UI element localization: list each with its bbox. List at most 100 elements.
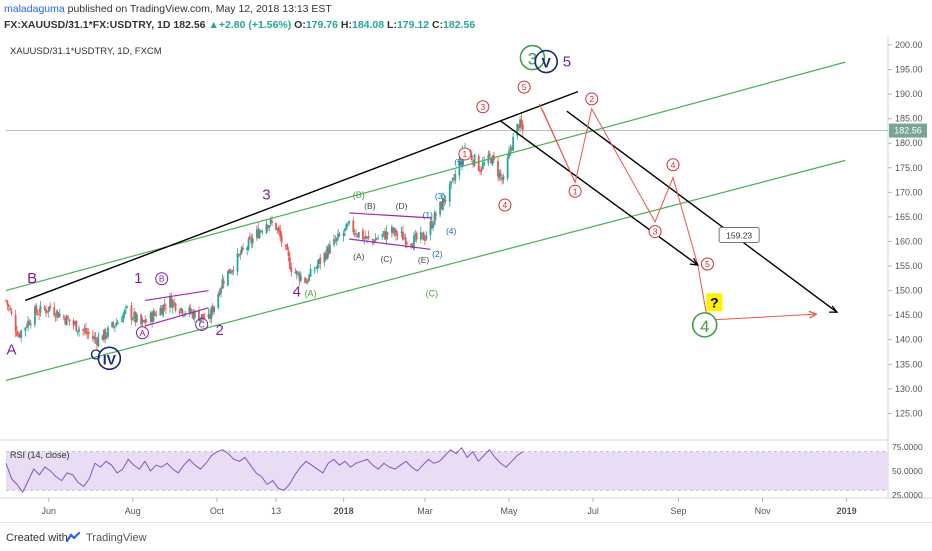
wave-label: 2: [215, 322, 223, 339]
price-tick-label: 130.00: [895, 384, 923, 394]
candle-body: [300, 276, 302, 281]
candle-body: [62, 315, 65, 318]
candle-body: [113, 326, 116, 328]
candle-body: [120, 321, 123, 322]
candle-body: [87, 331, 90, 335]
chart-header: maladaguma published on TradingView.com,…: [0, 0, 932, 36]
candle-body: [440, 201, 443, 210]
low-value: 179.12: [396, 19, 430, 31]
candle-body: [279, 230, 282, 237]
candle-body: [97, 336, 100, 347]
price-tick-label: 170.00: [895, 187, 923, 197]
candle-body: [290, 267, 293, 273]
candle-body: [246, 247, 249, 251]
candle-body: [294, 271, 297, 274]
wave-circle: [476, 100, 490, 114]
candle-body: [459, 161, 462, 165]
candle-body: [326, 246, 329, 260]
triangle-line[interactable]: [349, 238, 431, 250]
candle-body: [173, 302, 176, 303]
candle-body: [519, 119, 521, 128]
projection-line[interactable]: [541, 108, 576, 183]
arrowhead-icon: [689, 257, 700, 266]
candle-body: [76, 330, 79, 333]
candle-body: [315, 267, 317, 269]
candle-body: [200, 314, 203, 319]
rsi-line: [5, 446, 524, 494]
candle-body: [202, 313, 204, 319]
wave-label: 3: [262, 187, 270, 204]
wave-label: 1: [134, 270, 142, 287]
candle-body: [68, 318, 71, 322]
candle-body: [362, 230, 364, 240]
candle-body: [57, 312, 60, 318]
candle-body: [269, 219, 272, 224]
price-tick-label: 195.00: [895, 64, 923, 74]
projection-line[interactable]: [538, 103, 817, 321]
candle-body: [247, 238, 250, 250]
candle-body: [20, 330, 23, 338]
candle-body: [386, 232, 389, 235]
candle-body: [207, 314, 210, 318]
candle-body: [198, 310, 200, 321]
candle-body: [444, 200, 447, 202]
candle-body: [317, 259, 320, 265]
candle-body: [199, 317, 202, 322]
wedge-line[interactable]: [145, 307, 209, 327]
price-chart[interactable]: 125.00 130.00 135.00 140.00 145.00 150.00 155.…: [0, 36, 932, 522]
candle-body: [396, 234, 399, 236]
wave-label: 2: [589, 94, 594, 104]
candle-body: [260, 230, 262, 232]
candle-body: [170, 296, 173, 308]
time-tick-label: May: [501, 506, 519, 516]
trendline-line[interactable]: [25, 90, 579, 302]
trendline-line[interactable]: [500, 120, 699, 266]
wave-label: 4: [503, 200, 508, 210]
candle-body: [422, 232, 425, 241]
candle-body: [377, 238, 379, 239]
candle-body: [309, 268, 312, 277]
candle-body: [193, 310, 196, 318]
price-tick-label: 155.00: [895, 261, 923, 271]
candle-body: [39, 305, 42, 313]
price-callout-label: 159.23: [726, 231, 752, 241]
candle-body: [54, 316, 57, 318]
candle-body: [231, 270, 233, 273]
triangle-line[interactable]: [349, 212, 431, 219]
candle-body: [454, 173, 457, 181]
author-link[interactable]: maladaguma: [4, 3, 65, 15]
channel-line[interactable]: [5, 159, 846, 382]
candle-body: [28, 321, 31, 325]
wave-label: IV: [103, 351, 117, 367]
candle-body: [334, 240, 337, 242]
time-tick-label: Jul: [587, 506, 599, 516]
wave-circle: [195, 317, 209, 331]
symbol-label: FX:XAUUSD/31.1*FX:USDTRY, 1D: [4, 19, 171, 31]
candle-body: [488, 153, 491, 157]
candle-body: [304, 277, 306, 283]
arrowhead-icon: [829, 305, 839, 313]
candle-body: [169, 295, 171, 308]
channel-line[interactable]: [5, 61, 846, 292]
time-tick-label: Oct: [210, 506, 225, 516]
candle-body: [14, 315, 17, 332]
candle-body: [82, 329, 85, 331]
candle-body: [337, 233, 340, 239]
candle-body: [371, 239, 374, 241]
candle-body: [402, 231, 404, 241]
candle-body: [107, 327, 109, 338]
tradingview-brand[interactable]: TradingView: [86, 532, 147, 544]
candle-body: [433, 212, 436, 225]
wedge-line[interactable]: [145, 289, 209, 302]
candle-body: [209, 314, 211, 319]
candle-body: [27, 320, 29, 328]
time-tick-label: 13: [271, 506, 281, 516]
wave-label: 5: [563, 54, 571, 71]
high-value: 184.08: [351, 19, 385, 31]
candle-body: [221, 279, 224, 289]
candle-body: [75, 320, 78, 332]
wave-label: V: [542, 55, 552, 71]
candle-body: [112, 323, 115, 326]
price-tick-label: 175.00: [895, 163, 923, 173]
candle-body: [65, 315, 68, 326]
